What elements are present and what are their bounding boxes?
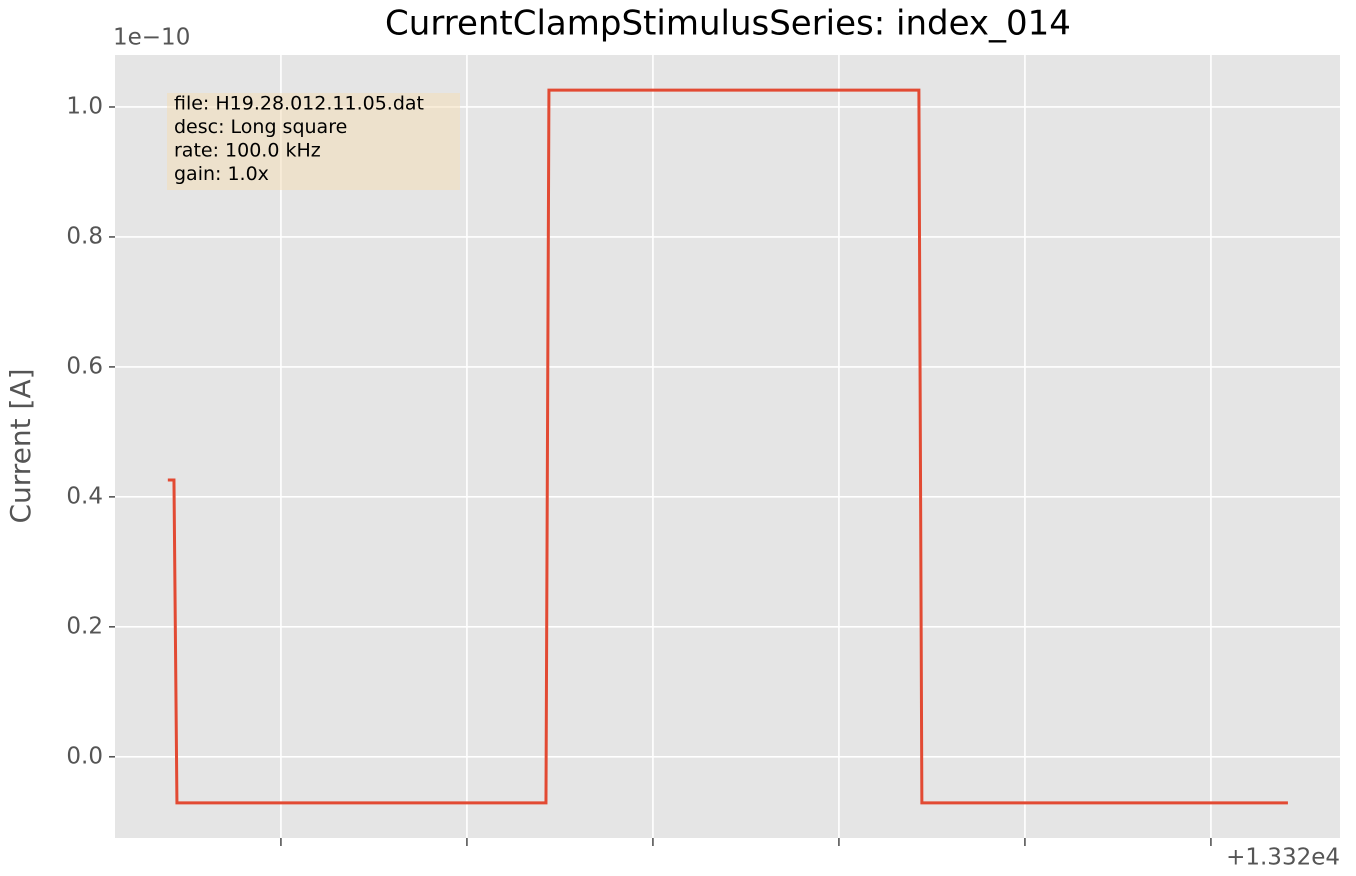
annotation-box [167,93,460,190]
annotation-line: gain: 1.0x [174,163,269,185]
y-axis-label: Current [A] [4,368,37,523]
grid: 0.0 0.2 0.4 0.6 0.8 1.0 [66,55,1340,846]
annotation-line: desc: Long square [174,116,347,138]
y-tick-label: 1.0 [66,93,103,119]
y-tick-label: 0.0 [66,743,103,769]
x-offset-label: +1.332e4 [1226,845,1340,871]
annotation-line: rate: 100.0 kHz [174,140,321,162]
y-tick-label: 0.6 [66,353,103,379]
chart-title: CurrentClampStimulusSeries: index_014 [385,4,1071,44]
y-tick-label: 0.8 [66,223,103,249]
y-tick-label: 0.2 [66,613,103,639]
y-offset-label: 1e−10 [113,25,190,51]
marks [167,88,1288,805]
annotation-line: file: H19.28.012.11.05.dat [174,93,424,115]
series-line [167,88,1288,805]
y-tick-label: 0.4 [66,483,103,509]
